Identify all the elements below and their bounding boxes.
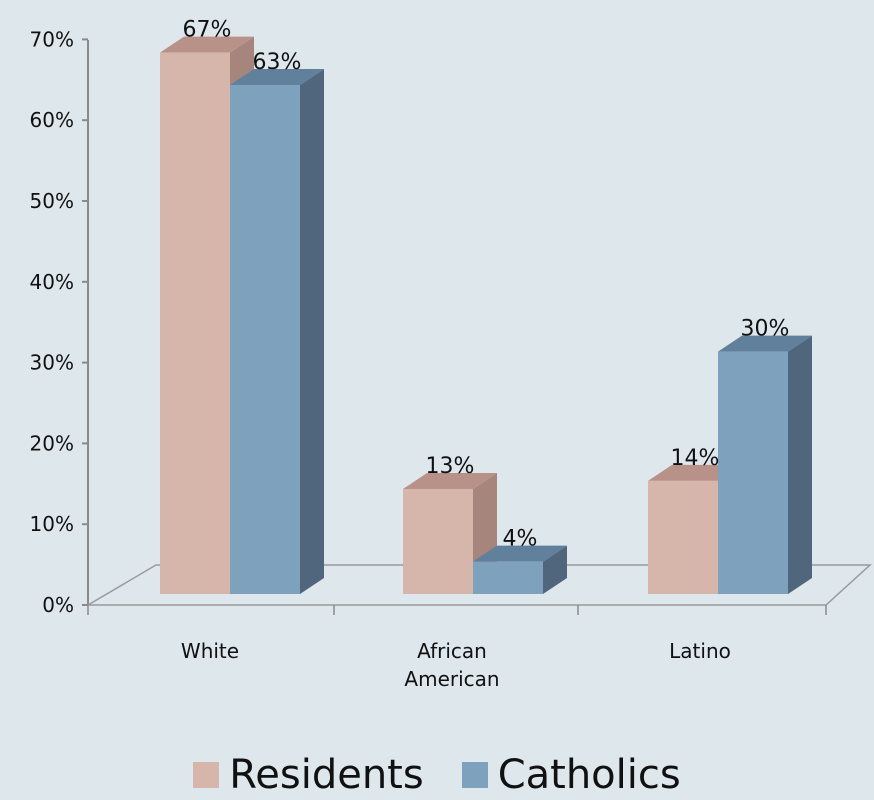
legend: Residents Catholics <box>0 752 874 798</box>
data-label-catholics-0: 63% <box>253 50 302 75</box>
bar-side-face <box>543 545 567 594</box>
legend-item-catholics: Catholics <box>461 752 681 798</box>
y-tick-label: 50% <box>30 189 74 213</box>
legend-swatch-residents <box>193 762 220 788</box>
bar-side-face <box>788 335 812 594</box>
legend-swatch-catholics <box>461 762 488 788</box>
data-label-residents-2: 14% <box>671 446 720 471</box>
y-tick-label: 70% <box>30 27 74 51</box>
bar-layer <box>160 36 812 595</box>
legend-label-catholics: Catholics <box>497 752 681 798</box>
bar-top-face <box>160 36 254 53</box>
data-label-layer: 67% 63% 13% 4% 14% 30% <box>183 18 790 552</box>
x-label-layer: White African American Latino <box>181 639 731 691</box>
bar-top-face <box>473 545 567 562</box>
data-label-residents-1: 13% <box>426 454 475 479</box>
x-category-label: African American <box>404 639 499 691</box>
bar-front-face <box>403 488 473 594</box>
bar-catholics-0 <box>230 68 324 595</box>
bar-catholics-1 <box>473 545 567 594</box>
bar-side-face <box>300 68 324 594</box>
data-label-residents-0: 67% <box>183 18 232 43</box>
y-tick-label: 40% <box>30 270 74 294</box>
bar-top-face <box>230 68 324 85</box>
floor-plane <box>85 564 872 606</box>
data-label-catholics-2: 30% <box>741 317 790 342</box>
bar-top-face <box>718 335 812 352</box>
y-tick-label: 10% <box>30 512 74 536</box>
bar-catholics-2 <box>718 335 812 594</box>
bar-top-face <box>403 472 497 489</box>
bar-front-face <box>648 480 718 594</box>
bar-front-face <box>160 52 230 594</box>
y-tick-layer: 0% 10% 20% 30% 40% 50% 60% 70% <box>30 27 827 617</box>
y-tick-label: 60% <box>30 108 74 132</box>
bar-front-face <box>718 351 788 594</box>
y-tick-label: 0% <box>42 593 74 617</box>
legend-item-residents: Residents <box>193 752 424 798</box>
bar-front-face <box>230 84 300 595</box>
data-label-catholics-1: 4% <box>503 527 538 552</box>
x-category-label: Latino <box>669 639 731 663</box>
y-tick-label: 20% <box>30 431 74 455</box>
x-category-label: White <box>181 639 239 663</box>
legend-label-residents: Residents <box>229 752 424 798</box>
bar-front-face <box>473 561 543 594</box>
y-tick-label: 30% <box>30 351 74 375</box>
